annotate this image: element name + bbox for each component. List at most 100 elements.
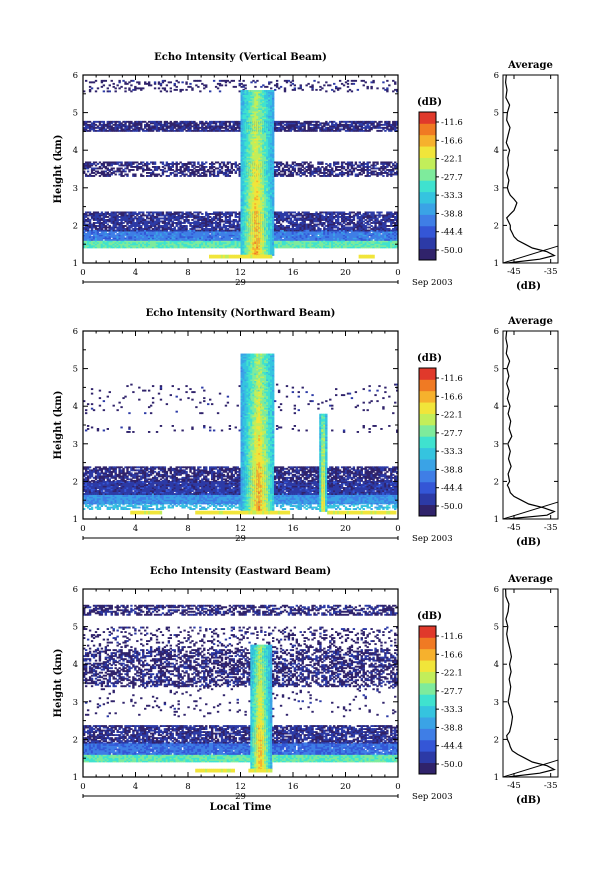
echo-cell — [98, 228, 102, 230]
beam-panel-1: Echo Intensity (Vertical Beam)Height (km… — [53, 52, 559, 292]
echo-cell — [110, 79, 113, 82]
echo-cell — [189, 237, 192, 240]
echo-cell — [159, 211, 163, 214]
echo-cell — [100, 79, 104, 82]
echo-cell — [153, 128, 157, 131]
echo-cell — [114, 244, 117, 247]
echo-cell — [134, 234, 137, 237]
echo-cell — [88, 223, 92, 226]
echo-cell — [155, 238, 159, 241]
echo-cell — [151, 126, 155, 129]
echo-cell — [138, 234, 141, 237]
echo-cell — [104, 170, 108, 173]
echo-cell — [151, 235, 155, 238]
echo-cell — [149, 161, 153, 164]
echo-cell — [128, 126, 131, 129]
echo-cell — [153, 223, 157, 226]
echo-cell — [136, 244, 139, 247]
echo-cell — [155, 122, 159, 125]
panel-title: Echo Intensity (Vertical Beam) — [154, 52, 327, 63]
echo-cell — [149, 243, 153, 246]
echo-cell — [193, 161, 196, 164]
echo-cell — [102, 164, 106, 167]
echo-cell — [165, 232, 169, 235]
echo-cell — [86, 125, 90, 128]
echo-cell — [146, 232, 149, 235]
echo-cell — [163, 223, 167, 226]
echo-cell — [98, 225, 102, 227]
echo-cell — [167, 167, 171, 170]
echo-cell — [96, 125, 100, 128]
echo-cell — [104, 234, 108, 237]
echo-cell — [187, 216, 190, 218]
echo-cell — [122, 225, 125, 227]
echo-cell — [102, 214, 106, 217]
echo-cell — [177, 223, 180, 226]
echo-cell — [104, 173, 108, 176]
echo-cell — [83, 217, 86, 220]
echo-cell — [94, 232, 98, 235]
echo-cell — [106, 125, 109, 128]
echo-cell — [98, 128, 102, 131]
echo-cell — [185, 226, 188, 229]
echo-cell — [128, 214, 131, 217]
echo-cell — [114, 120, 117, 123]
echo-cell — [140, 162, 143, 165]
echo-cell — [157, 240, 161, 243]
echo-cell — [130, 243, 133, 246]
echo-cell — [100, 81, 104, 84]
echo-cell — [88, 212, 92, 215]
echo-cell — [177, 244, 180, 247]
echo-cell — [126, 167, 129, 170]
echo-cell — [169, 241, 172, 244]
echo-cell — [163, 225, 167, 227]
echo-cell — [92, 172, 96, 174]
echo-cell — [134, 232, 137, 235]
echo-cell — [83, 167, 86, 170]
echo-cell — [163, 216, 167, 218]
echo-cell — [171, 216, 174, 218]
echo-cell — [94, 244, 98, 247]
echo-cell — [153, 161, 157, 164]
echo-cell — [147, 237, 151, 240]
echo-cell — [171, 212, 174, 215]
echo-cell — [173, 222, 176, 224]
echo-cell — [110, 162, 113, 165]
echo-cell — [161, 235, 165, 238]
echo-cell — [161, 129, 165, 132]
echo-cell — [175, 170, 178, 173]
echo-cell — [177, 237, 180, 240]
echo-cell — [138, 223, 141, 226]
echo-cell — [108, 123, 111, 126]
echo-cell — [146, 214, 149, 217]
echo-cell — [167, 231, 171, 234]
echo-cell — [120, 125, 123, 128]
echo-cell — [102, 173, 106, 176]
echo-cell — [159, 161, 163, 164]
echo-cell — [124, 234, 127, 237]
echo-cell — [140, 161, 143, 164]
echo-cell — [104, 167, 108, 170]
echo-cell — [136, 214, 139, 217]
echo-cell — [102, 223, 106, 226]
echo-cell — [169, 246, 172, 249]
echo-cell — [175, 232, 178, 235]
echo-cell — [122, 170, 125, 173]
echo-cell — [138, 126, 141, 129]
echo-cell — [179, 170, 182, 173]
echo-cell — [147, 212, 151, 215]
echo-cell — [122, 169, 125, 171]
echo-cell — [165, 228, 169, 230]
echo-cell — [147, 232, 151, 235]
echo-cell — [130, 120, 133, 123]
echo-cell — [94, 246, 98, 249]
echo-cell — [161, 123, 165, 126]
echo-cell — [179, 228, 182, 230]
echo-cell — [120, 238, 123, 241]
echo-cell — [183, 162, 186, 165]
echo-cell — [171, 169, 174, 171]
echo-cell — [185, 217, 188, 220]
echo-cell — [171, 164, 174, 167]
echo-cell — [173, 217, 176, 220]
echo-cell — [144, 229, 147, 232]
